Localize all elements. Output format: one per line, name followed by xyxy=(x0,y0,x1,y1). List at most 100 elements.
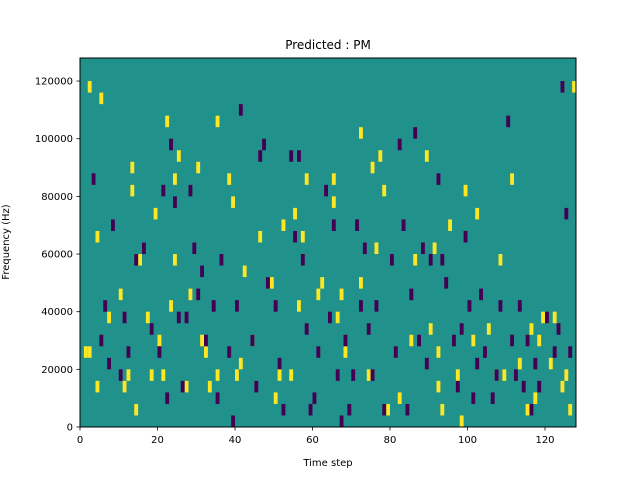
plot-frame xyxy=(79,57,577,428)
heatmap-cell-high xyxy=(130,184,135,197)
heatmap-cell-high xyxy=(215,115,220,128)
heatmap-cell-low xyxy=(471,392,476,404)
y-axis: 0 20000 40000 60000 80000 100000 120000 xyxy=(35,77,80,434)
heatmap-cell-low xyxy=(254,380,259,393)
heatmap-cell-low xyxy=(506,115,511,128)
heatmap-cell-low xyxy=(514,369,518,381)
heatmap-cell-high xyxy=(297,300,301,312)
heatmap-cell-low xyxy=(192,242,197,255)
heatmap-cell-high xyxy=(498,254,503,266)
x-axis-label: Time step xyxy=(302,458,352,469)
heatmap-cell-low xyxy=(421,242,425,255)
heatmap-cell-high xyxy=(176,150,181,162)
heatmap-cell-low xyxy=(219,254,224,266)
heatmap-cell-low xyxy=(382,403,387,416)
heatmap-cell-low xyxy=(335,369,340,381)
heatmap-cell-low xyxy=(157,346,162,358)
heatmap-cell-high xyxy=(533,392,538,404)
heatmap-cell-high xyxy=(134,403,139,416)
heatmap-cell-high xyxy=(510,173,514,185)
heatmap-cell-low xyxy=(196,288,201,301)
y-axis-label: Frequency (Hz) xyxy=(1,204,12,280)
heatmap-cell-low xyxy=(525,334,530,347)
heatmap-cell-low xyxy=(328,311,332,324)
heatmap-cell-high xyxy=(188,288,193,301)
heatmap-cell-high xyxy=(378,150,383,162)
heatmap-cell-low xyxy=(390,254,394,266)
heatmap-cell-high xyxy=(424,150,429,162)
heatmap-cell-high xyxy=(87,346,92,358)
heatmap-cell-low xyxy=(204,334,208,347)
heatmap-cell-low xyxy=(118,369,123,381)
heatmap-cell-high xyxy=(165,115,170,128)
y-tick-label: 120000 xyxy=(35,77,73,88)
heatmap-cell-low xyxy=(397,138,402,151)
heatmap-cell-low xyxy=(498,300,503,312)
heatmap-cell-high xyxy=(277,369,282,381)
heatmap-cell-low xyxy=(188,184,193,197)
heatmap-cell-low xyxy=(459,323,464,335)
heatmap-cell-low xyxy=(107,357,111,370)
heatmap-cell-high xyxy=(471,334,476,347)
heatmap-cell-high xyxy=(529,323,534,335)
heatmap-cell-low xyxy=(359,300,363,312)
y-tick-label: 40000 xyxy=(41,307,73,318)
heatmap-cell-high xyxy=(455,369,460,381)
heatmap-cell-high xyxy=(316,288,321,301)
heatmap-cell-high xyxy=(173,173,177,185)
heatmap-cell-low xyxy=(452,334,456,347)
heatmap-cell-high xyxy=(238,357,243,370)
heatmap-cell-low xyxy=(347,403,352,416)
x-axis: 0 20 40 60 80 100 120 xyxy=(77,427,555,446)
heatmap-cell-low xyxy=(103,300,108,312)
heatmap-cell-low xyxy=(552,346,557,358)
x-tick-label: 0 xyxy=(77,435,83,446)
heatmap-cell-high xyxy=(215,369,220,381)
heatmap-cell-high xyxy=(331,173,336,185)
heatmap-cell-low xyxy=(436,173,441,185)
heatmap-cell-low xyxy=(331,219,336,231)
heatmap-cell-low xyxy=(142,242,146,255)
heatmap-cell-high xyxy=(235,369,239,381)
heatmap-cell-high xyxy=(564,369,569,381)
x-tick-label: 120 xyxy=(535,435,554,446)
heatmap-cell-high xyxy=(525,403,530,416)
heatmap-plot-area xyxy=(80,58,576,427)
heatmap-cell-low xyxy=(161,184,166,197)
heatmap-cell-high xyxy=(386,403,390,416)
heatmap-cell-high xyxy=(169,300,173,312)
heatmap-cell-high xyxy=(173,254,177,266)
y-tick-label: 80000 xyxy=(41,192,73,203)
heatmap-cell-low xyxy=(149,323,154,335)
heatmap-cell-high xyxy=(204,346,208,358)
heatmap-cell-low xyxy=(475,357,480,370)
heatmap-cell-low xyxy=(200,265,204,278)
heatmap-cell-low xyxy=(289,150,294,162)
heatmap-cell-low xyxy=(91,173,96,185)
heatmap-cell-high xyxy=(552,311,557,324)
heatmap-cell-low xyxy=(293,230,297,243)
heatmap-cell-low xyxy=(227,346,232,358)
heatmap-cell-high xyxy=(258,230,263,243)
heatmap-cell-high xyxy=(231,196,235,208)
heatmap-cell-high xyxy=(560,380,565,393)
heatmap-cell-high xyxy=(541,311,545,324)
heatmap-cell-high xyxy=(126,369,131,381)
heatmap-cell-high xyxy=(107,311,111,324)
heatmap-cell-high xyxy=(359,127,363,139)
x-tick-label: 100 xyxy=(458,435,477,446)
heatmap-cell-low xyxy=(339,415,344,427)
heatmap-cell-low xyxy=(374,300,379,312)
heatmap-cell-low xyxy=(568,346,573,358)
heatmap-cell-high xyxy=(486,323,491,335)
heatmap-cell-high xyxy=(300,230,305,243)
heatmap-cell-low xyxy=(424,357,429,370)
heatmap-cell-high xyxy=(448,219,452,231)
heatmap-cell-low xyxy=(231,415,235,427)
heatmap-cell-low xyxy=(467,300,472,312)
heatmap-cell-low xyxy=(316,346,321,358)
heatmap-cell-low xyxy=(238,104,243,116)
y-tick-label: 100000 xyxy=(35,134,73,145)
heatmap-cell-high xyxy=(273,392,278,404)
